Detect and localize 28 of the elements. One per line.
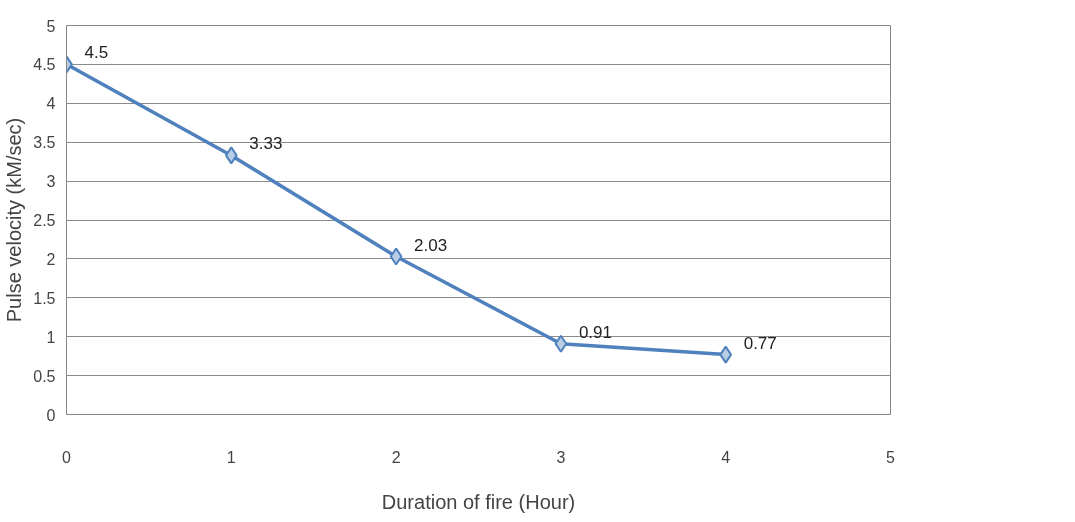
y-tick-label: 4	[46, 95, 56, 113]
data-label: 0.77	[743, 333, 777, 353]
y-tick-label: 4.5	[33, 56, 56, 74]
y-tick-label: 0	[46, 406, 56, 424]
data-label: 3.33	[249, 134, 283, 154]
y-tick-label: 3	[46, 173, 56, 191]
x-tick-label: 4	[721, 448, 731, 466]
x-axis-title: Duration of fire (Hour)	[381, 490, 576, 513]
y-tick-label: 0.5	[33, 367, 56, 385]
x-tick-label: 3	[556, 448, 566, 466]
data-label: 2.03	[414, 235, 448, 255]
x-tick-label: 0	[62, 448, 72, 466]
x-tick-label: 2	[391, 448, 401, 466]
data-label: 0.91	[578, 322, 612, 342]
x-tick-label: 1	[226, 448, 236, 466]
y-tick-label: 2.5	[33, 212, 56, 229]
point	[224, 146, 238, 165]
point	[719, 345, 733, 364]
y-tick-label: 3.5	[33, 134, 56, 152]
y-tick-label: 5	[46, 17, 56, 35]
y-tick-label: 1	[46, 328, 56, 346]
y-axis-title: Pulse velocity (kM/sec)	[3, 117, 26, 323]
y-tick-label: 1.5	[33, 289, 56, 307]
y-tick-label: 2	[46, 250, 56, 268]
data-label: 4.5	[84, 43, 109, 63]
point	[389, 247, 403, 266]
point	[554, 334, 568, 353]
x-tick-label: 5	[886, 448, 896, 466]
